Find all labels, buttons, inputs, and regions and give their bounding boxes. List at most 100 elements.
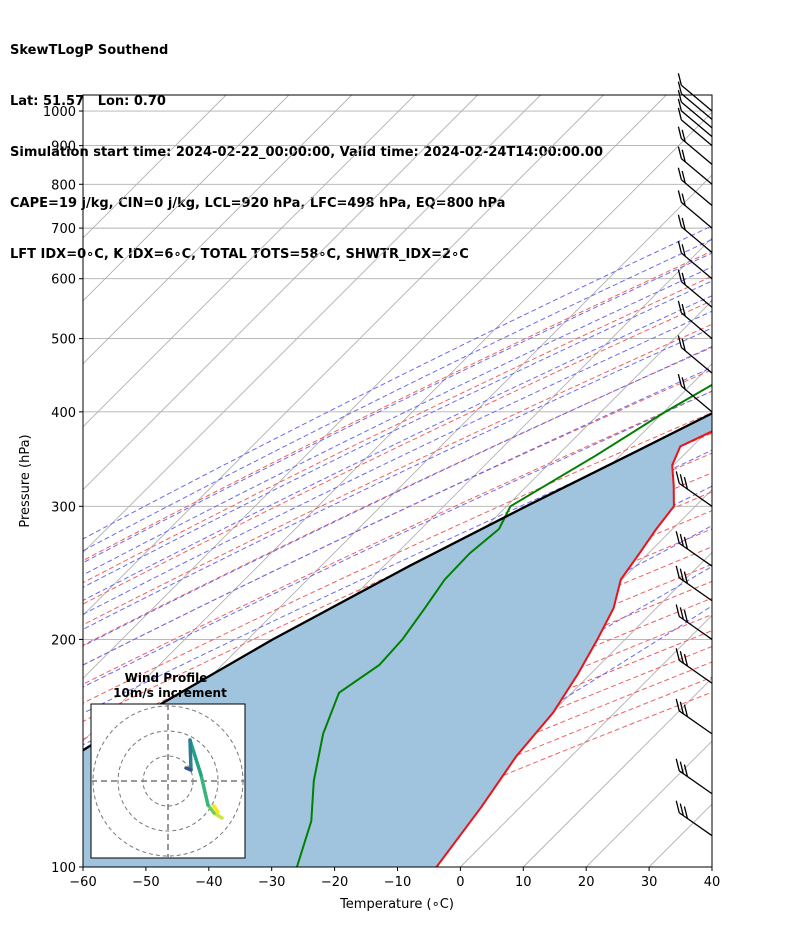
barb-flag xyxy=(679,701,684,714)
barb-flag xyxy=(675,758,680,771)
barb-shaft xyxy=(680,179,713,206)
x-tick-label: −20 xyxy=(321,875,348,890)
barb-flag xyxy=(683,536,689,550)
barb-flag xyxy=(675,648,680,661)
isotherm xyxy=(83,95,604,617)
x-tick-label: −10 xyxy=(384,875,411,890)
time-line: Simulation start time: 2024-02-22_00:00:… xyxy=(10,145,603,160)
barb-flag xyxy=(683,764,689,777)
y-axis-label: Pressure (hPa) xyxy=(18,434,33,527)
barb-flag xyxy=(681,170,686,184)
wind-barb xyxy=(677,73,713,112)
barb-shaft xyxy=(680,93,713,120)
wind-barb xyxy=(677,89,713,129)
y-tick-label: 100 xyxy=(51,861,76,876)
dry-adiabat xyxy=(83,528,712,808)
barb-flag xyxy=(677,81,682,94)
x-axis-ticks: −60 −50 −40 −30 −20 −10 0 10 20 30 40 xyxy=(69,867,720,890)
barb-flag xyxy=(675,565,680,578)
y-tick-label: 400 xyxy=(51,406,76,421)
y-tick-label: 700 xyxy=(51,222,76,237)
barb-shaft xyxy=(680,119,713,147)
wind-barb xyxy=(677,373,713,413)
barb-flag xyxy=(679,568,684,581)
x-tick-label: 40 xyxy=(704,875,721,890)
moist-adiabat xyxy=(83,417,712,714)
hodograph-segment xyxy=(184,766,193,772)
wind-barb xyxy=(675,604,713,640)
barb-flag xyxy=(681,303,686,317)
wind-barb xyxy=(675,531,713,567)
isotherm xyxy=(83,95,290,302)
x-tick-label: −40 xyxy=(195,875,222,890)
barb-shaft xyxy=(678,482,713,507)
dry-adiabat xyxy=(83,250,712,562)
wind-barb xyxy=(677,214,713,253)
moist-adiabat xyxy=(83,327,712,630)
temperature-line xyxy=(435,430,712,867)
dewpoint-line xyxy=(295,383,712,867)
hodograph: Wind Profile 10m/s increment xyxy=(90,671,246,859)
moist-adiabat xyxy=(83,295,712,602)
wind-barb xyxy=(677,300,713,340)
wind-barb xyxy=(677,107,713,147)
barb-shaft xyxy=(680,226,713,253)
barb-shaft xyxy=(678,577,713,602)
isotherm xyxy=(522,677,712,867)
dry-adiabat xyxy=(83,546,712,824)
barb-shaft xyxy=(680,110,713,138)
dry-adiabat xyxy=(83,412,712,704)
barb-flag xyxy=(679,474,684,487)
barb-shaft xyxy=(678,659,713,684)
barb-flag xyxy=(683,476,689,490)
isotherm xyxy=(460,614,712,867)
hodograph-content xyxy=(91,704,245,858)
barb-flag xyxy=(679,607,684,620)
y-tick-label: 500 xyxy=(51,333,76,348)
wind-barb xyxy=(677,126,713,165)
moist-adiabat xyxy=(83,366,712,666)
barb-flag xyxy=(679,761,684,774)
moist-adiabat xyxy=(83,280,712,588)
barb-flag xyxy=(677,126,682,139)
barb-flag xyxy=(681,217,686,231)
y-tick-label: 900 xyxy=(51,140,76,155)
isotherm xyxy=(83,95,227,239)
cape-line: CAPE=19 j/kg, CIN=0 j/kg, LCL=920 hPa, L… xyxy=(10,196,506,211)
moist-adiabat xyxy=(83,390,712,688)
barb-flag xyxy=(681,377,686,390)
barb-shaft xyxy=(680,281,713,308)
moist-adiabat xyxy=(83,310,712,615)
y-tick-label: 600 xyxy=(51,273,76,288)
location-line: Lat: 51.57 Lon: 0.70 xyxy=(10,94,166,109)
hodograph-segment xyxy=(212,804,220,814)
dry-adiabat xyxy=(83,346,712,646)
barb-shaft xyxy=(678,615,713,640)
isotherm xyxy=(83,95,667,679)
y-axis-ticks: 1000 900 800 700 600 500 400 300 200 100 xyxy=(43,105,83,876)
barb-flag xyxy=(681,193,686,206)
x-tick-label: −60 xyxy=(69,875,96,890)
chart-header: SkewTLogP Southend Lat: 51.57 Lon: 0.70 … xyxy=(10,8,603,280)
hodograph-segment xyxy=(188,738,193,772)
barb-shaft xyxy=(680,346,713,374)
wind-barb xyxy=(675,565,713,602)
moist-adiabats xyxy=(83,225,712,867)
x-tick-label: −30 xyxy=(258,875,285,890)
barb-flag xyxy=(677,335,682,348)
barb-flag xyxy=(677,98,682,112)
wind-barb xyxy=(677,240,713,280)
barb-shaft xyxy=(680,252,713,280)
barb-flag xyxy=(683,610,689,623)
barb-flag xyxy=(679,533,684,547)
y-tick-label: 800 xyxy=(51,178,76,193)
parcel-line xyxy=(83,412,712,752)
wind-barb xyxy=(675,800,713,837)
y-tick-label: 200 xyxy=(51,633,76,648)
barb-flag xyxy=(683,704,689,717)
wind-barb xyxy=(675,698,713,735)
barb-flag xyxy=(677,167,682,180)
barb-shaft xyxy=(678,542,713,567)
barb-flag xyxy=(683,571,689,584)
